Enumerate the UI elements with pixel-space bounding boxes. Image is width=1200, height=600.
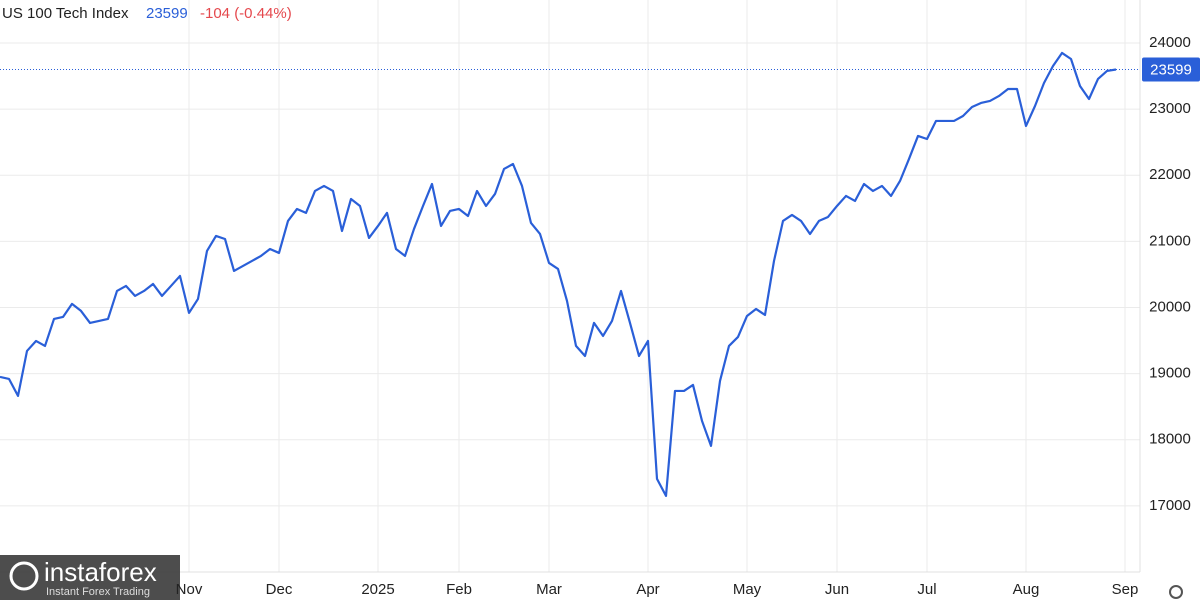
watermark-tagline: Instant Forex Trading <box>46 586 150 598</box>
x-tick-label: Dec <box>266 581 293 598</box>
plot <box>0 51 1140 497</box>
last-price-box <box>1142 57 1200 82</box>
chart-title: US 100 Tech Index <box>2 5 129 22</box>
grid <box>0 0 1140 572</box>
y-tick-label: 20000 <box>1149 298 1191 315</box>
x-tick-label: Jun <box>825 581 849 598</box>
x-tick-label: May <box>733 581 762 598</box>
x-tick-label: 2025 <box>361 581 394 598</box>
y-tick-label: 19000 <box>1149 365 1191 382</box>
last-price: 23599 <box>146 5 188 22</box>
watermark-brand: instaforex <box>44 557 157 587</box>
x-tick-label: Nov <box>176 581 203 598</box>
price-line <box>0 51 1117 497</box>
x-tick-label: Jul <box>917 581 936 598</box>
price-change: -104 (-0.44%) <box>200 5 292 22</box>
settings-gear[interactable] <box>1169 585 1183 599</box>
settings-icon[interactable] <box>1169 585 1183 599</box>
last-price-label: 23599 <box>1150 61 1192 78</box>
x-tick-label: Aug <box>1013 581 1040 598</box>
y-tick-label: 23000 <box>1149 100 1191 117</box>
y-tick-label: 21000 <box>1149 232 1191 249</box>
y-tick-label: 17000 <box>1149 497 1191 514</box>
y-tick-label: 24000 <box>1149 34 1191 51</box>
y-tick-label: 18000 <box>1149 431 1191 448</box>
x-tick-label: Apr <box>636 581 659 598</box>
watermark-box <box>0 555 180 600</box>
x-tick-label: Mar <box>536 581 562 598</box>
watermark-logo <box>9 561 39 591</box>
x-tick-label: Feb <box>446 581 472 598</box>
watermark: instaforex Instant Forex Trading <box>0 555 180 600</box>
x-tick-label: Sep <box>1112 581 1139 598</box>
y-tick-label: 22000 <box>1149 166 1191 183</box>
